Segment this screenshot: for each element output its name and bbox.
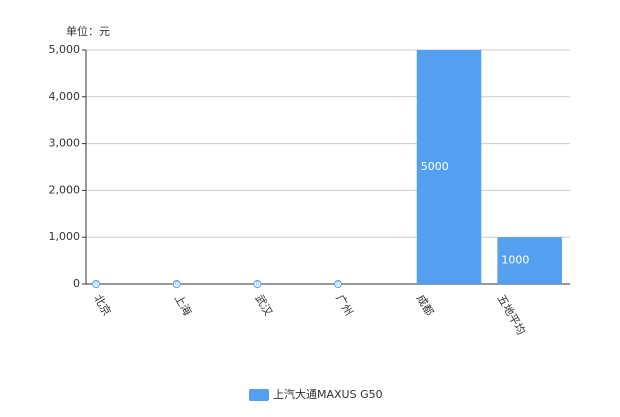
y-tick-label: 4,000 <box>49 90 81 103</box>
zero-marker <box>334 280 343 288</box>
y-tick-label: 0 <box>73 277 80 290</box>
legend-label: 上汽大通MAXUS G50 <box>273 387 383 401</box>
y-tick-label: 3,000 <box>49 137 81 150</box>
value-label: 5000 <box>421 160 449 173</box>
value-label: 1000 <box>501 254 529 267</box>
y-tick-label: 5,000 <box>49 43 81 56</box>
y-tick-label: 2,000 <box>49 183 81 196</box>
zero-marker <box>253 280 262 288</box>
x-tick-label: 五地平均 <box>494 293 527 338</box>
x-tick-label: 成都 <box>414 293 436 319</box>
value-label: 0 <box>94 281 98 288</box>
value-label: 0 <box>255 281 259 288</box>
legend-swatch <box>249 389 269 401</box>
bar <box>497 237 562 284</box>
unit-label: 单位：元 <box>66 24 110 38</box>
zero-marker <box>92 280 101 288</box>
value-label: 0 <box>336 281 340 288</box>
y-tick-label: 1,000 <box>49 230 81 243</box>
value-label: 0 <box>175 281 179 288</box>
bar <box>416 50 482 284</box>
x-tick-label: 武汉 <box>252 293 274 319</box>
zero-marker <box>172 280 181 288</box>
x-tick-label: 上海 <box>172 292 195 318</box>
x-tick-label: 北京 <box>91 292 114 318</box>
x-tick-label: 广州 <box>333 293 355 319</box>
